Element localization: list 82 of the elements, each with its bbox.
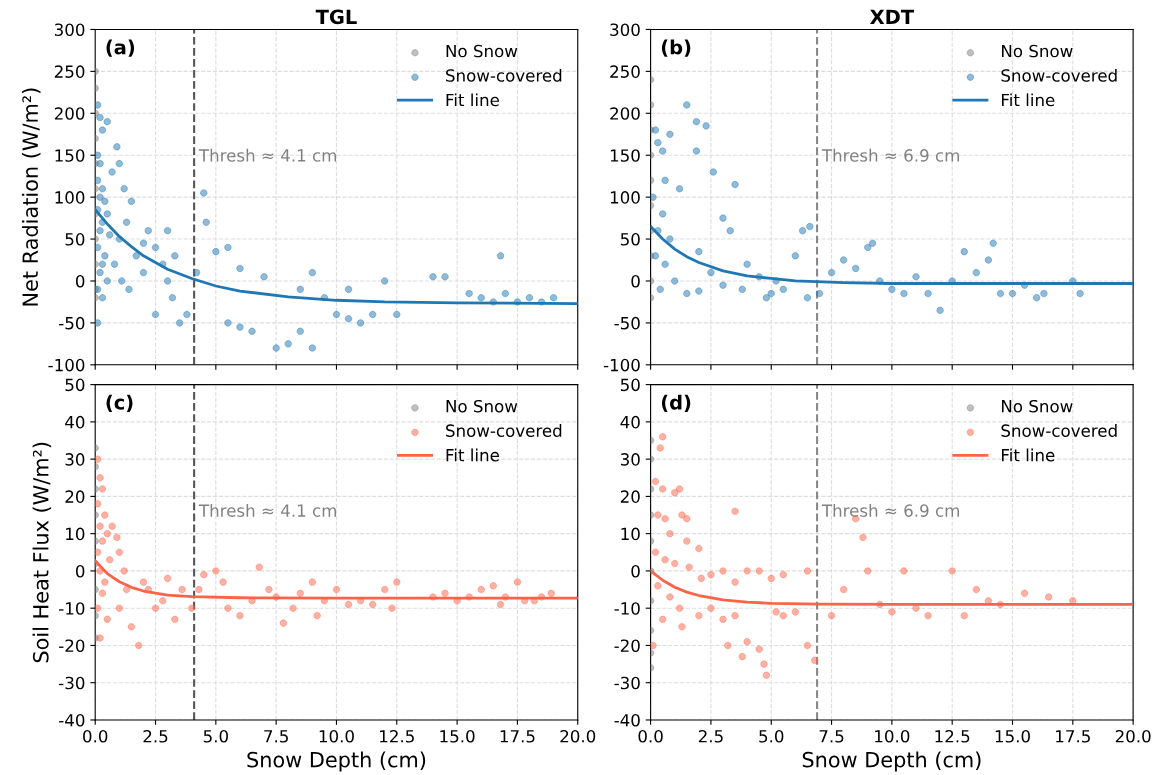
legend-label: Fit line <box>1001 93 1055 107</box>
chart-title: TGL <box>315 9 357 25</box>
x-axis-title: Snow Depth (cm) <box>802 751 981 772</box>
legend-label: Fit line <box>1001 448 1055 462</box>
y-tick-label: -100 <box>603 358 640 372</box>
annotation: (a) <box>106 39 135 57</box>
y-tick-label: 50 <box>620 378 640 392</box>
y-tick-label: 250 <box>610 65 640 78</box>
y-axis-title: Soil Heat Flux (W/m²) <box>32 442 52 663</box>
x-tick-label: 10.0 <box>875 729 910 743</box>
x-tick-label: 2.5 <box>698 729 723 743</box>
y-tick-label: 100 <box>55 191 85 204</box>
y-tick-label: 150 <box>55 149 85 162</box>
legend-label: No Snow <box>446 399 518 413</box>
y-tick-label: 40 <box>620 415 640 429</box>
y-tick-label: 150 <box>610 149 640 162</box>
y-tick-label: 40 <box>65 415 85 429</box>
y-tick-label: -50 <box>614 316 640 330</box>
legend-label: No Snow <box>446 44 518 58</box>
y-tick-label: 20 <box>620 490 640 503</box>
x-tick-label: 20.0 <box>1115 729 1151 743</box>
legend-label: No Snow <box>1001 44 1073 58</box>
y-tick-label: -10 <box>614 602 640 615</box>
ref-line-label: Thresh ≈ 6.9 cm <box>821 148 959 162</box>
x-tick-label: 10.0 <box>319 729 354 743</box>
legend-label: Snow-covered <box>446 424 562 437</box>
x-tick-label: 15.0 <box>995 729 1030 743</box>
x-tick-label: 15.0 <box>440 729 475 743</box>
y-tick-label: 50 <box>65 378 85 392</box>
x-tick-label: 20.0 <box>560 729 596 743</box>
annotation: (c) <box>106 394 133 413</box>
y-tick-label: 10 <box>66 527 85 541</box>
annotation: (d) <box>661 394 691 413</box>
legend-label: No Snow <box>1001 399 1073 413</box>
y-tick-label: 0 <box>75 564 85 578</box>
x-tick-label: 0.0 <box>638 729 663 743</box>
x-tick-label: 12.5 <box>380 729 414 743</box>
ref-line-label: Thresh ≈ 4.1 cm <box>198 148 337 162</box>
legend-label: Snow-covered <box>1001 424 1117 437</box>
y-tick-label: -10 <box>59 602 85 615</box>
y-tick-label: 200 <box>610 107 640 120</box>
legend-label: Snow-covered <box>446 68 562 82</box>
x-tick-label: 7.5 <box>819 730 844 743</box>
x-tick-label: 7.5 <box>264 730 288 743</box>
y-tick-label: 250 <box>54 65 85 78</box>
x-tick-label: 17.5 <box>500 730 535 743</box>
y-tick-label: 30 <box>620 453 640 466</box>
y-tick-label: -20 <box>614 639 640 653</box>
legend-label: Fit line <box>446 448 499 462</box>
y-tick-label: 50 <box>65 233 85 246</box>
y-tick-label: 0 <box>75 274 85 288</box>
x-tick-label: 12.5 <box>935 729 970 743</box>
y-tick-label: -40 <box>614 713 640 727</box>
x-tick-label: 0.0 <box>83 729 108 743</box>
y-axis-title: Net Radiation (W/m²) <box>21 88 41 306</box>
x-axis-title: Snow Depth (cm) <box>247 751 426 772</box>
y-tick-label: 0 <box>631 564 640 578</box>
y-tick-label: 100 <box>610 191 640 204</box>
ref-line-label: Thresh ≈ 4.1 cm <box>198 503 337 517</box>
annotation: (b) <box>661 39 691 57</box>
y-tick-label: 300 <box>54 23 85 37</box>
ref-line-label: Thresh ≈ 6.9 cm <box>821 503 959 517</box>
x-tick-label: 5.0 <box>203 729 228 743</box>
y-tick-label: -30 <box>59 676 85 690</box>
y-tick-label: 30 <box>65 453 85 466</box>
legend-label: Snow-covered <box>1001 68 1117 82</box>
y-tick-label: -100 <box>48 358 85 372</box>
x-tick-label: 5.0 <box>759 729 784 743</box>
chart-title: XDT <box>870 9 914 24</box>
x-tick-label: 2.5 <box>143 729 168 743</box>
y-tick-label: 300 <box>610 23 640 37</box>
y-tick-label: -50 <box>59 316 85 330</box>
legend-label: Fit line <box>446 93 499 107</box>
x-tick-label: 17.5 <box>1056 730 1090 743</box>
y-tick-label: 200 <box>54 107 85 120</box>
y-tick-label: 20 <box>65 490 85 503</box>
y-tick-label: 10 <box>621 527 640 541</box>
y-tick-label: -20 <box>59 639 85 653</box>
y-tick-label: -30 <box>614 676 640 690</box>
y-tick-label: 50 <box>620 233 640 246</box>
y-tick-label: 0 <box>631 274 640 288</box>
y-tick-label: -40 <box>59 713 85 727</box>
